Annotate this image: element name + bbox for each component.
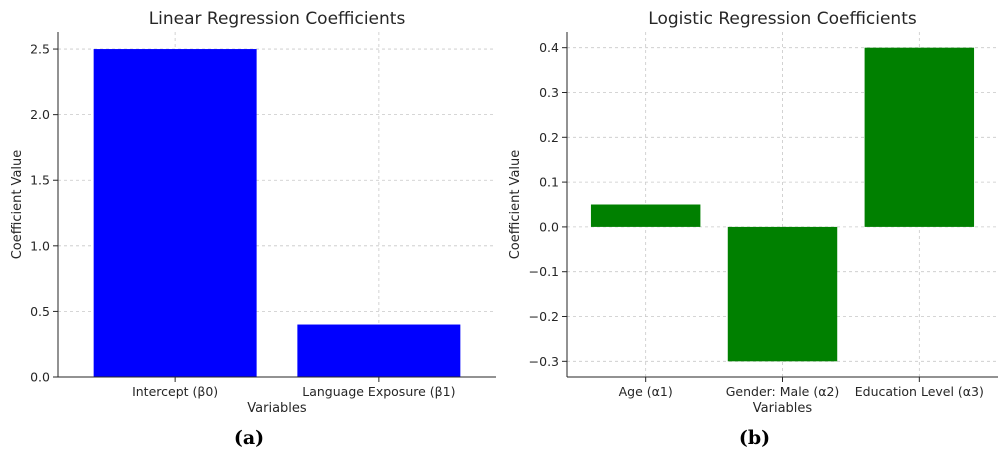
- bar: [864, 47, 975, 227]
- bar: [727, 226, 838, 362]
- y-tick-label: 0.5: [30, 304, 50, 319]
- panel-label: (a): [234, 427, 264, 449]
- y-tick-label: 0.2: [539, 130, 559, 145]
- y-tick-label: 1.0: [30, 238, 50, 253]
- y-tick-label: −0.3: [529, 354, 559, 369]
- x-tick-label: Language Exposure (β1): [302, 384, 455, 399]
- y-tick-label: 2.0: [30, 107, 50, 122]
- y-tick-label: 0.4: [539, 40, 559, 55]
- y-axis-label: Coefficient Value: [10, 150, 25, 260]
- y-tick-label: 0.0: [539, 219, 559, 234]
- x-tick-label: Age (α1): [619, 384, 673, 399]
- y-tick-label: 0.3: [539, 85, 559, 100]
- y-tick-label: 1.5: [30, 173, 50, 188]
- panel-label: (b): [739, 427, 770, 449]
- y-tick-label: −0.1: [529, 264, 559, 279]
- y-axis-label: Coefficient Value: [508, 150, 523, 260]
- chart-title: Linear Regression Coefficients: [149, 9, 406, 29]
- chart-title: Logistic Regression Coefficients: [648, 9, 917, 29]
- logistic-regression-chart: −0.3 −0.2 −0.1 0.0 0.1 0.2 0.3 0.4 Age (α1) Gende…: [508, 9, 998, 449]
- bar: [297, 324, 461, 377]
- x-tick-label: Gender: Male (α2): [726, 384, 840, 399]
- linear-regression-chart: 0.0 0.5 1.0 1.5 2.0 2.5 Intercept (β0) Language…: [10, 9, 496, 449]
- y-tick-label: 0.0: [30, 370, 50, 385]
- bar: [590, 204, 701, 227]
- bar: [93, 49, 257, 378]
- x-axis-label: Variables: [247, 401, 307, 416]
- x-axis-label: Variables: [753, 401, 813, 416]
- y-tick-label: −0.2: [529, 309, 559, 324]
- x-tick-label: Education Level (α3): [855, 384, 984, 399]
- y-tick-label: 2.5: [30, 42, 50, 57]
- x-tick-label: Intercept (β0): [132, 384, 218, 399]
- y-tick-label: 0.1: [539, 175, 559, 190]
